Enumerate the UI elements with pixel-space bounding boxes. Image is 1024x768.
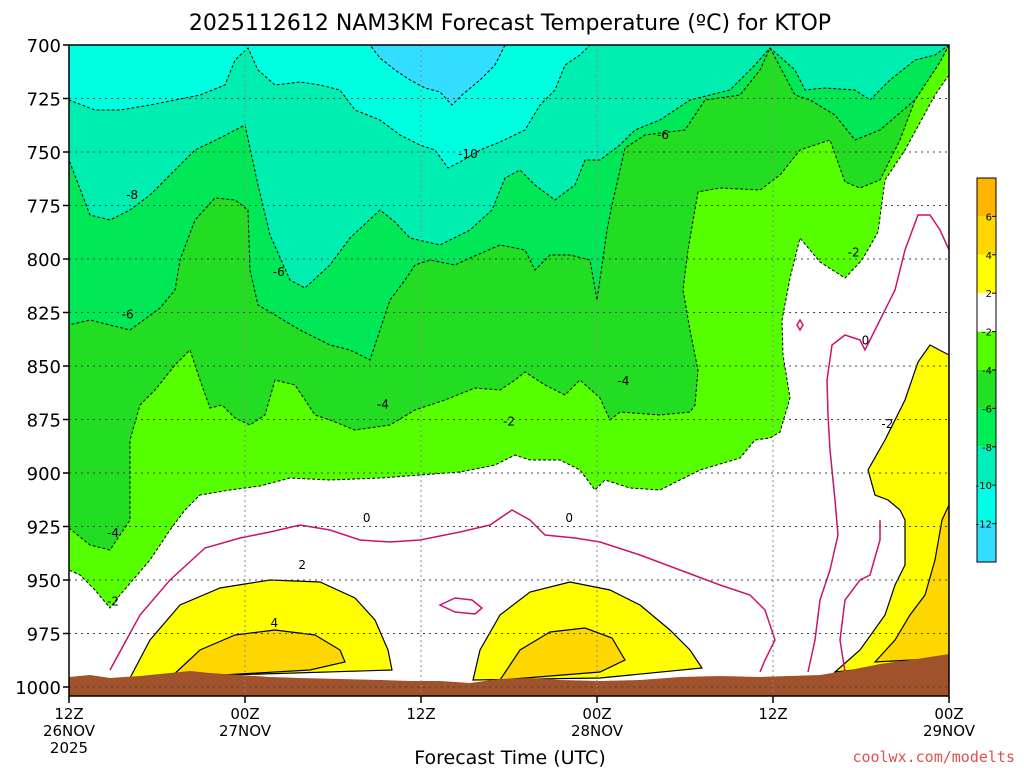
contour-value-label: 4 xyxy=(271,616,279,630)
colorbar-swatch xyxy=(977,408,996,447)
temperature-fields xyxy=(69,45,949,696)
colorbar-swatch xyxy=(977,485,996,524)
terrain xyxy=(69,654,949,696)
contour-value-label: 0 xyxy=(565,511,573,525)
contour-value-label: -6 xyxy=(273,265,285,279)
region-warm-pocket-3-core xyxy=(873,504,949,663)
y-tick-label: 925 xyxy=(27,518,61,539)
colorbar-label: -2 xyxy=(982,328,992,339)
y-tick-label: 1000 xyxy=(15,678,61,699)
y-tick-label: 800 xyxy=(27,250,61,271)
colorbar-swatch xyxy=(977,178,996,217)
region-warm-pocket-1-core xyxy=(168,629,346,679)
colorbar-swatch xyxy=(977,370,996,409)
y-tick-label: 725 xyxy=(27,90,61,111)
plot-frame xyxy=(68,44,950,697)
colorbar-label: -8 xyxy=(982,443,992,454)
region-below-minus12 xyxy=(369,45,506,106)
colorbar-label: -10 xyxy=(976,481,992,492)
x-tick-label: 00Z xyxy=(582,705,611,723)
colorbar-swatch xyxy=(977,523,996,562)
x-tick-date: 26NOV xyxy=(43,722,96,740)
x-tick-year: 2025 xyxy=(50,739,88,757)
y-tick-label: 750 xyxy=(27,143,61,164)
colorbar-label: -12 xyxy=(976,520,992,531)
y-tick-label: 950 xyxy=(27,571,61,592)
colorbar-swatch xyxy=(977,331,996,370)
contour-value-label: -4 xyxy=(107,526,119,540)
colorbar-swatch xyxy=(977,446,996,486)
colorbar-swatch xyxy=(977,216,996,255)
y-tick-label: 975 xyxy=(27,625,61,646)
isotherm-zero-pocket xyxy=(438,597,484,615)
credit-text: coolwx.com/modelts xyxy=(852,748,1015,766)
x-axis-label: Forecast Time (UTC) xyxy=(414,747,605,768)
y-tick-label: 775 xyxy=(27,197,61,218)
x-tick-label: 00Z xyxy=(934,705,963,723)
x-tick-label: 12Z xyxy=(758,705,787,723)
chart-title: 2025112612 NAM3KM Forecast Temperature (… xyxy=(189,11,831,36)
y-tick-label: 825 xyxy=(27,304,61,325)
x-tick-date: 28NOV xyxy=(571,722,624,740)
colorbar-label: -6 xyxy=(982,404,992,415)
contour-value-label: -6 xyxy=(657,128,669,142)
contour-value-label: -2 xyxy=(881,417,893,431)
contour-value-label: -2 xyxy=(107,594,119,608)
y-tick-label: 850 xyxy=(27,357,61,378)
colorbar-label: -4 xyxy=(982,366,992,377)
contour-value-label: -10 xyxy=(458,147,478,161)
isotherm-zero-east-inner xyxy=(839,520,881,673)
isotherm-zero-blob xyxy=(796,318,804,332)
region-warm-pocket-3 xyxy=(833,344,949,673)
x-tick-label: 00Z xyxy=(230,705,259,723)
y-tick-label: 700 xyxy=(27,36,61,57)
contour-value-label: -2 xyxy=(503,415,515,429)
contour-value-label: -6 xyxy=(122,308,134,322)
contour-value-label: -4 xyxy=(617,374,629,388)
colorbar: 6 4 2 -2 -4 -6 -8 -10 -12 xyxy=(976,177,997,563)
colorbar-label: 4 xyxy=(986,251,992,262)
y-tick-label: 875 xyxy=(27,411,61,432)
y-axis: 700 725 750 775 800 825 850 875 900 925 950 975 1000 xyxy=(15,36,69,699)
x-tick-date: 29NOV xyxy=(923,722,976,740)
x-tick-label: 12Z xyxy=(406,705,435,723)
contour-value-label: 0 xyxy=(363,511,371,525)
colorbar-label: 2 xyxy=(986,289,992,300)
isotherm-zero-east xyxy=(807,214,949,673)
y-tick-label: 900 xyxy=(27,464,61,485)
x-tick-date: 27NOV xyxy=(219,722,272,740)
grid-lines xyxy=(69,45,949,696)
contour-value-label: -4 xyxy=(377,398,389,412)
contour-labels: -10 -6 -8 -6 -6 -4 -4 -2 -4 -2 0 0 2 4 -2 0 -2 xyxy=(107,128,893,630)
colorbar-swatch xyxy=(977,293,996,332)
contour-value-label: 2 xyxy=(298,558,306,572)
contour-value-label: -2 xyxy=(848,246,860,260)
colorbar-swatch xyxy=(977,254,996,294)
region-minus8-to-minus10 xyxy=(69,45,949,289)
contour-value-label: 0 xyxy=(862,333,870,347)
contour-value-label: -8 xyxy=(126,188,138,202)
colorbar-label: 6 xyxy=(986,212,992,223)
x-tick-label: 12Z xyxy=(54,705,83,723)
